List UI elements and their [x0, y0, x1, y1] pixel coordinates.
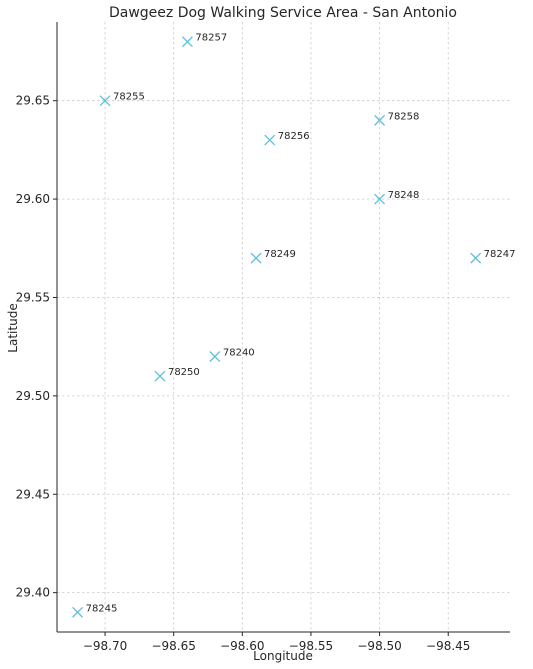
x-tick-label: −98.65 [151, 639, 195, 653]
marker-stroke [470, 252, 482, 264]
data-point-label: 78250 [168, 367, 200, 378]
marker-stroke [250, 252, 262, 264]
x-tick-label: −98.70 [83, 639, 127, 653]
chart-title: Dawgeez Dog Walking Service Area - San A… [109, 5, 457, 21]
data-point-marker [209, 351, 221, 362]
axes [56, 22, 510, 633]
data-point-marker [264, 134, 276, 146]
data-point-label: 78255 [113, 92, 145, 103]
marker-stroke [374, 193, 386, 205]
data-point-marker [181, 36, 193, 48]
data-point-label: 78240 [223, 348, 255, 359]
data-point-label: 78245 [86, 603, 118, 614]
marker-stroke [209, 351, 221, 362]
data-point-label: 78258 [388, 111, 420, 122]
y-tick-label: 29.55 [16, 290, 50, 304]
y-tick-label: 29.65 [16, 94, 50, 108]
marker-stroke [154, 370, 166, 382]
data-point-marker [374, 193, 386, 205]
data-point-label: 78256 [278, 131, 310, 142]
x-tick-label: −98.45 [426, 639, 470, 653]
data-point-label: 78247 [484, 249, 516, 260]
ticks: −98.70 −98.65 −98.60 −98.55 −98.50 −98.45 29.4… [16, 94, 471, 653]
data-point-label: 78257 [195, 33, 227, 44]
x-axis-label: Longitude [253, 649, 313, 663]
data-point-label: 78249 [264, 249, 296, 260]
marker-stroke [374, 114, 386, 126]
data-point-marker [72, 606, 84, 618]
marker-stroke [72, 606, 84, 618]
data-point-marker [470, 252, 482, 264]
x-tick-label: −98.60 [220, 639, 264, 653]
y-tick-label: 29.60 [16, 192, 50, 206]
grid [57, 22, 510, 632]
y-tick-label: 29.45 [16, 487, 50, 501]
data-point-marker [154, 370, 166, 382]
x-tick-label: −98.55 [289, 639, 333, 653]
data-points: 78257 78255 78258 78256 78248 78249 78247 78240… [72, 33, 516, 618]
marker-stroke [264, 134, 276, 146]
data-point-marker [99, 95, 111, 107]
marker-stroke [181, 36, 193, 48]
x-tick-label: −98.50 [357, 639, 401, 653]
data-point-marker [250, 252, 262, 264]
y-tick-label: 29.50 [16, 389, 50, 403]
data-point-label: 78248 [388, 190, 420, 201]
y-axis-label: Latitude [6, 303, 20, 352]
y-tick-label: 29.40 [16, 586, 50, 600]
data-point-marker [374, 114, 386, 126]
marker-stroke [99, 95, 111, 107]
